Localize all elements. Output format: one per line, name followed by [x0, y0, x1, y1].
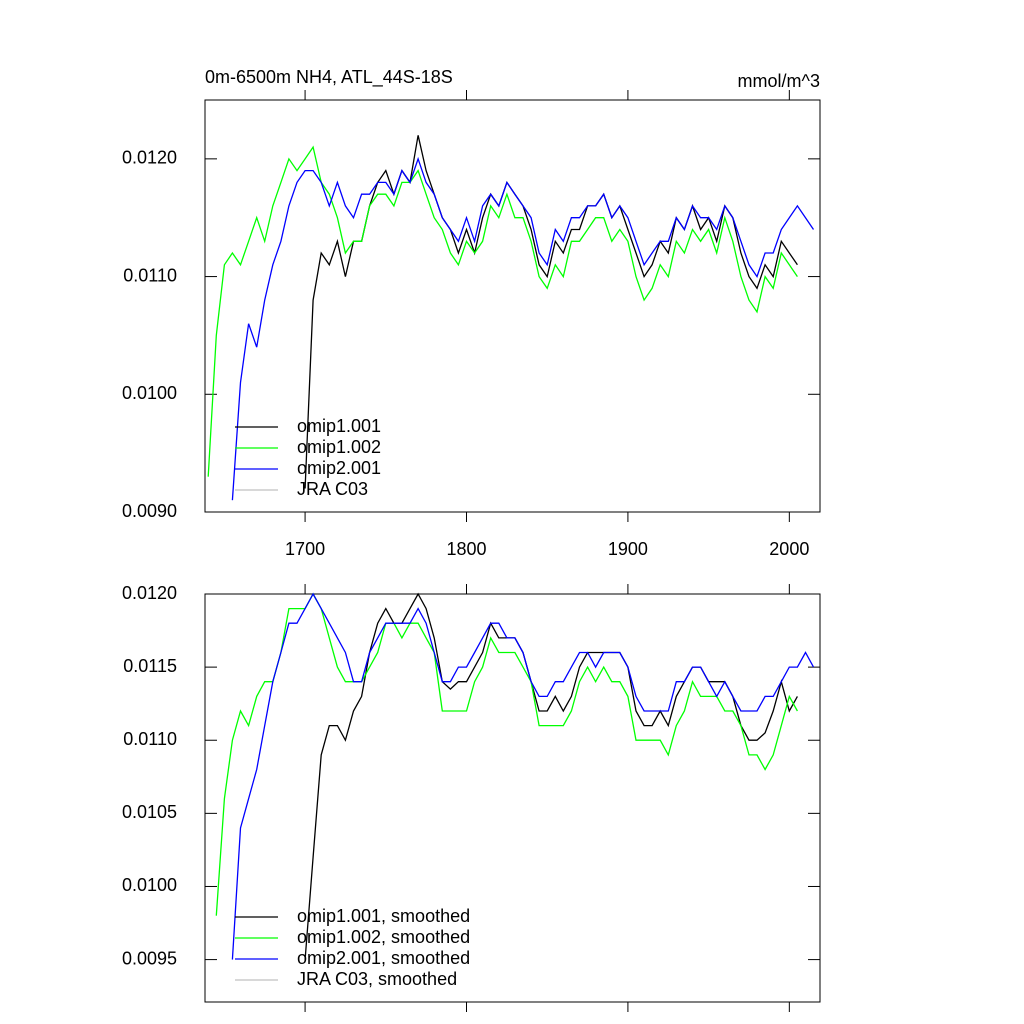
- legend-label: JRA C03, smoothed: [297, 969, 457, 989]
- y-tick-label: 0.0110: [123, 729, 177, 749]
- plot-frame: [204, 593, 821, 1003]
- chart-title: 0m-6500m NH4, ATL_44S-18S: [205, 67, 453, 88]
- y-tick-label: 0.0105: [122, 802, 177, 822]
- y-tick-label: 0.0100: [122, 383, 177, 403]
- y-tick-label: 0.0120: [122, 148, 177, 168]
- y-tick-label: 0.0110: [123, 265, 177, 285]
- y-tick-label: 0.0095: [122, 948, 177, 968]
- units-label: mmol/m^3: [738, 71, 820, 91]
- series-line: [207, 145, 798, 477]
- plot-frame: [204, 99, 821, 513]
- series-line: [215, 592, 798, 916]
- x-tick-label: 2000: [769, 539, 809, 559]
- y-tick-label: 0.0100: [122, 875, 177, 895]
- legend-label: omip1.002, smoothed: [297, 927, 470, 947]
- y-tick-label: 0.0115: [123, 656, 177, 676]
- series-line: [231, 592, 815, 960]
- series-line: [304, 592, 798, 960]
- y-tick-label: 0.0120: [122, 583, 177, 603]
- series-line: [231, 156, 815, 501]
- x-tick-label: 1700: [285, 539, 325, 559]
- legend-label: omip2.001: [297, 458, 381, 478]
- legend-label: omip1.001, smoothed: [297, 906, 470, 926]
- x-tick-label: 1900: [608, 539, 648, 559]
- legend-label: omip2.001, smoothed: [297, 948, 470, 968]
- x-tick-label: 1800: [446, 539, 486, 559]
- y-tick-label: 0.0090: [122, 501, 177, 521]
- legend-label: JRA C03: [297, 479, 368, 499]
- legend-label: omip1.002: [297, 437, 381, 457]
- legend-label: omip1.001: [297, 416, 381, 436]
- series-line: [304, 135, 798, 489]
